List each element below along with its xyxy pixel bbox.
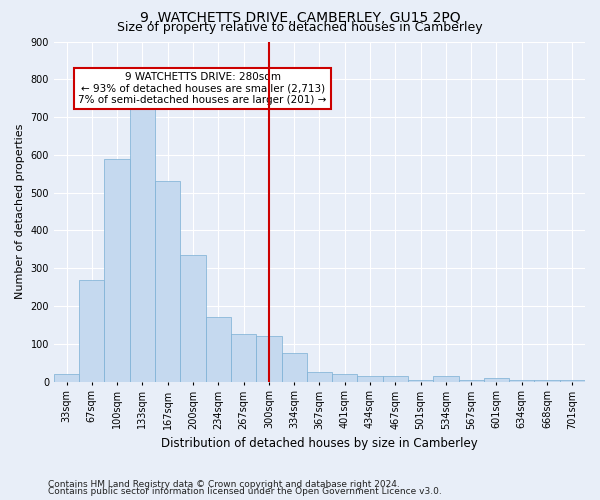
Bar — [281, 354, 307, 382]
Bar — [535, 380, 560, 382]
Text: 9 WATCHETTS DRIVE: 280sqm
← 93% of detached houses are smaller (2,713)
7% of sem: 9 WATCHETTS DRIVE: 280sqm ← 93% of detac… — [79, 72, 327, 106]
Bar — [433, 376, 458, 382]
Bar — [484, 378, 509, 382]
Bar — [206, 318, 231, 382]
Y-axis label: Number of detached properties: Number of detached properties — [15, 124, 25, 300]
Text: Contains public sector information licensed under the Open Government Licence v3: Contains public sector information licen… — [48, 487, 442, 496]
Bar — [408, 380, 433, 382]
Bar — [458, 380, 484, 382]
Bar — [104, 158, 130, 382]
Bar — [79, 280, 104, 382]
X-axis label: Distribution of detached houses by size in Camberley: Distribution of detached houses by size … — [161, 437, 478, 450]
Bar — [560, 380, 585, 382]
Text: Size of property relative to detached houses in Camberley: Size of property relative to detached ho… — [117, 21, 483, 34]
Bar — [54, 374, 79, 382]
Bar — [256, 336, 281, 382]
Bar — [332, 374, 358, 382]
Bar — [130, 106, 155, 382]
Bar — [155, 182, 181, 382]
Bar — [181, 255, 206, 382]
Text: 9, WATCHETTS DRIVE, CAMBERLEY, GU15 2PQ: 9, WATCHETTS DRIVE, CAMBERLEY, GU15 2PQ — [140, 11, 460, 25]
Bar — [358, 376, 383, 382]
Text: Contains HM Land Registry data © Crown copyright and database right 2024.: Contains HM Land Registry data © Crown c… — [48, 480, 400, 489]
Bar — [307, 372, 332, 382]
Bar — [383, 376, 408, 382]
Bar — [231, 334, 256, 382]
Bar — [509, 380, 535, 382]
